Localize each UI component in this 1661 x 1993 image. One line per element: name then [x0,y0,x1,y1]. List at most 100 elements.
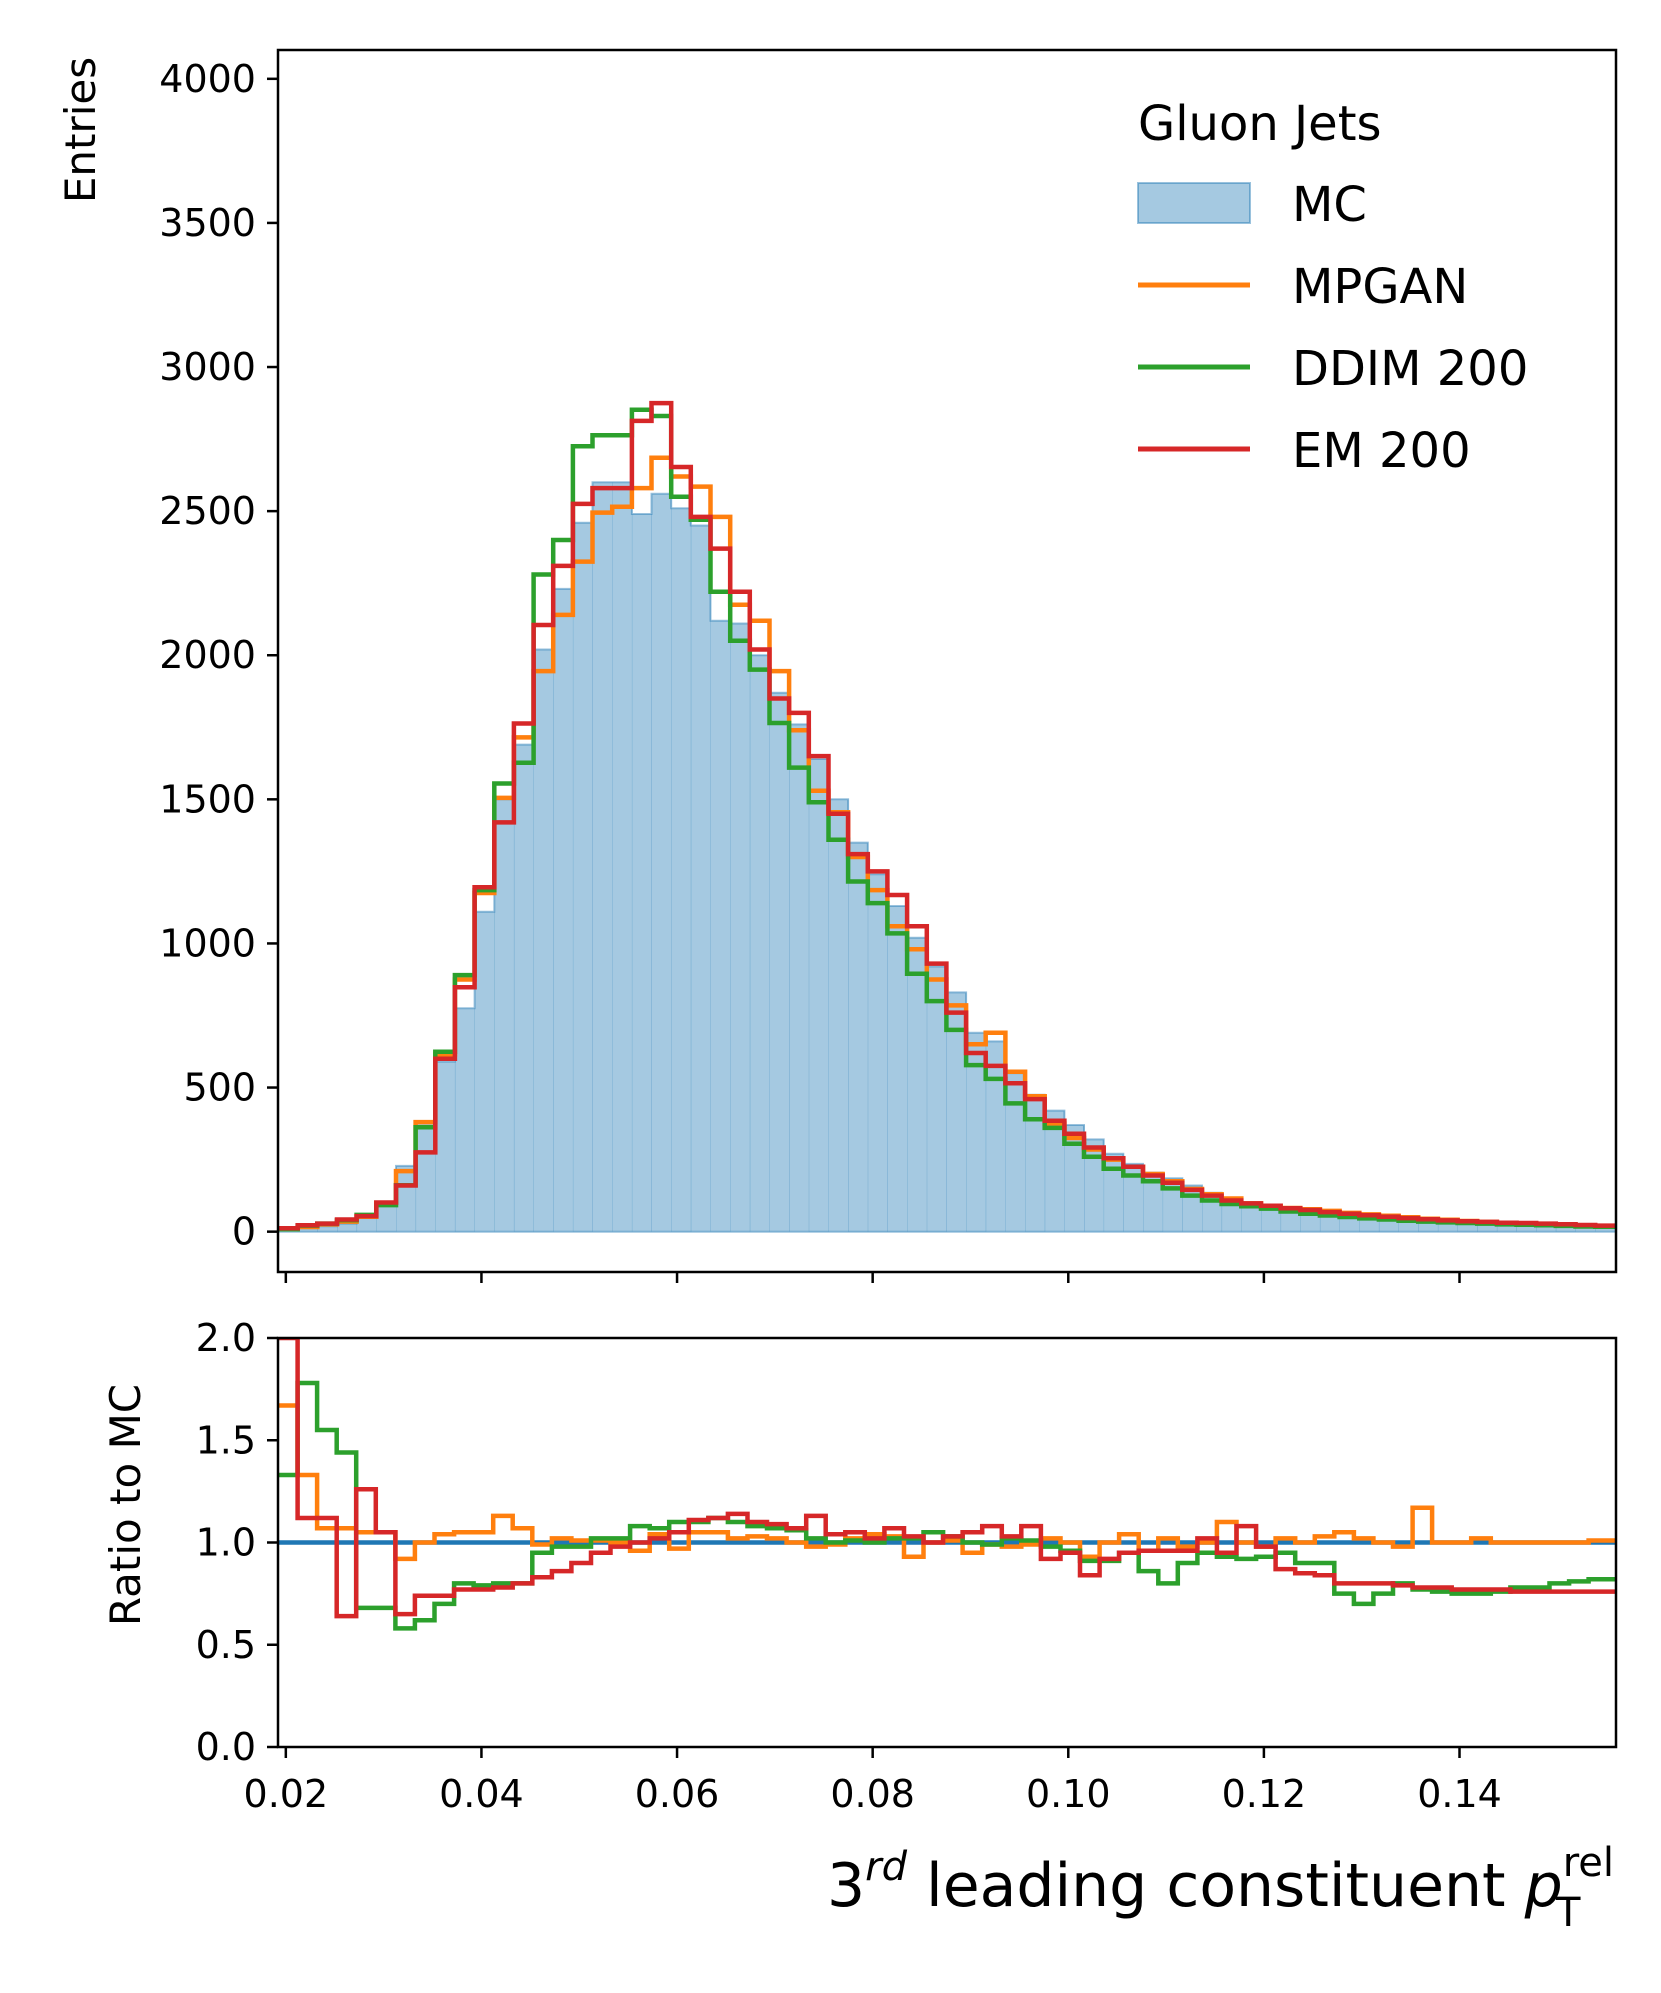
bar-mc-31 [887,906,908,1232]
ratio-ytick-label: 0.5 [196,1623,256,1667]
bar-mc-17 [612,482,633,1232]
x-axis-title-variable-subscript: T [1555,1890,1581,1936]
main-ytick-label: 2500 [159,489,256,533]
bar-mc-45 [1162,1178,1183,1232]
bar-mc-21 [690,525,711,1232]
legend-label-ddim-200: DDIM 200 [1292,341,1528,397]
bar-mc-7 [415,1122,436,1232]
bar-mc-10 [474,911,495,1232]
legend-item-em-200: EM 200 [1138,423,1471,479]
bar-mc-22 [710,620,731,1232]
main-y-axis: 0 500 1000 1500 2000 2500 3000 3500 4000 [159,57,278,1254]
bar-mc-3 [337,1223,358,1232]
main-ytick-label: 500 [183,1066,256,1110]
bar-mc-50 [1261,1205,1282,1232]
bar-mc-8 [435,1061,456,1232]
bar-mc-4 [356,1217,377,1232]
bar-mc-63 [1516,1222,1537,1232]
bar-mc-19 [651,493,672,1232]
main-ytick-label: 3000 [159,345,256,389]
ratio-y-axis: 0.0 0.5 1.0 1.5 2.0 [196,1316,278,1769]
bar-mc-36 [985,1041,1006,1232]
main-x-axis [284,1272,1461,1283]
bar-mc-13 [533,649,554,1232]
bar-mc-14 [553,588,574,1232]
bar-mc-16 [592,482,613,1232]
legend-label-mpgan: MPGAN [1292,259,1468,315]
bar-mc-43 [1123,1163,1144,1232]
bar-mc-39 [1044,1110,1065,1232]
ratio-ytick-label: 2.0 [196,1316,256,1360]
bar-mc-2 [317,1226,338,1232]
bar-mc-20 [671,508,692,1232]
xtick-label: 0.12 [1222,1772,1307,1816]
legend: Gluon Jets MC MPGAN DDIM 200 EM 200 [1137,96,1528,479]
bar-mc-61 [1477,1221,1498,1232]
main-ytick-label: 1500 [159,777,256,821]
x-axis-title-variable: p [1524,1851,1563,1921]
bar-mc-44 [1143,1172,1164,1232]
main-ytick-label: 4000 [159,57,256,101]
bar-mc-26 [789,724,810,1232]
bar-mc-41 [1084,1139,1105,1232]
bar-mc-28 [828,799,849,1232]
bar-mc-32 [907,937,928,1232]
main-panel: 0 500 1000 1500 2000 2500 3000 3500 4000 Entries [56,48,1618,1283]
bar-mc-9 [454,1008,475,1232]
main-y-axis-title: Entries [56,57,105,203]
legend-item-ddim-200: DDIM 200 [1138,341,1528,397]
main-plot-area [278,400,1616,1233]
legend-title: Gluon Jets [1138,96,1382,152]
ratio-line-em-200 [278,1338,1616,1619]
bar-mc-1 [297,1228,318,1232]
x-axis-title: 3rd leading constituent prel T [827,1840,1614,1936]
bar-mc-15 [572,522,593,1232]
ratio-panel: 0.0 0.5 1.0 1.5 2.0 0.02 0.04 0.06 0.08 0.10 0.12… [101,1316,1618,1816]
legend-label-mc: MC [1292,177,1367,233]
x-axis-title-superscript: rd [865,1844,907,1890]
ratio-y-axis-title: Ratio to MC [101,1384,150,1626]
xtick-label: 0.08 [830,1772,915,1816]
main-ytick-label: 0 [232,1210,256,1254]
bar-mc-5 [376,1204,397,1232]
bar-mc-24 [749,655,770,1232]
x-axis-title-text: leading constituent [907,1851,1525,1921]
line-ddim-200 [278,407,1616,1232]
main-ytick-label: 3500 [159,201,256,245]
line-em-200 [278,400,1616,1231]
legend-item-mc: MC [1137,177,1367,233]
legend-item-mpgan: MPGAN [1138,259,1468,315]
bar-mc-40 [1064,1125,1085,1232]
ratio-plot-area [278,1338,1616,1631]
bar-mc-23 [730,623,751,1232]
ratio-axes-frame [276,1336,1618,1749]
legend-swatch-mc [1137,182,1251,224]
ratio-ytick-label: 1.5 [196,1418,256,1462]
bar-mc-35 [966,1032,987,1232]
bar-mc-25 [769,692,790,1232]
xtick-label: 0.04 [439,1772,524,1816]
bar-mc-48 [1221,1198,1242,1232]
bar-mc-33 [926,966,947,1232]
main-ytick-label: 1000 [159,921,256,965]
bar-mc-42 [1103,1153,1124,1232]
bar-mc-29 [848,842,869,1232]
xtick-label: 0.10 [1026,1772,1111,1816]
bar-mc-49 [1241,1202,1262,1232]
bar-mc-18 [631,514,652,1232]
bar-mc-34 [946,992,967,1232]
main-axes-frame [276,48,1618,1274]
ratio-x-axis: 0.02 0.04 0.06 0.08 0.10 0.12 0.14 [244,1747,1502,1816]
bar-mc-6 [396,1165,417,1232]
bar-mc-60 [1457,1220,1478,1232]
bar-mc-27 [808,759,829,1232]
bar-mc-12 [513,744,534,1232]
xtick-label: 0.02 [244,1772,329,1816]
bar-mc-38 [1025,1094,1046,1232]
legend-label-em-200: EM 200 [1292,423,1471,479]
main-ytick-label: 2000 [159,633,256,677]
ratio-ytick-label: 1.0 [196,1521,256,1565]
x-axis-title-base: 3 [827,1851,865,1921]
series-mc [278,481,1616,1233]
